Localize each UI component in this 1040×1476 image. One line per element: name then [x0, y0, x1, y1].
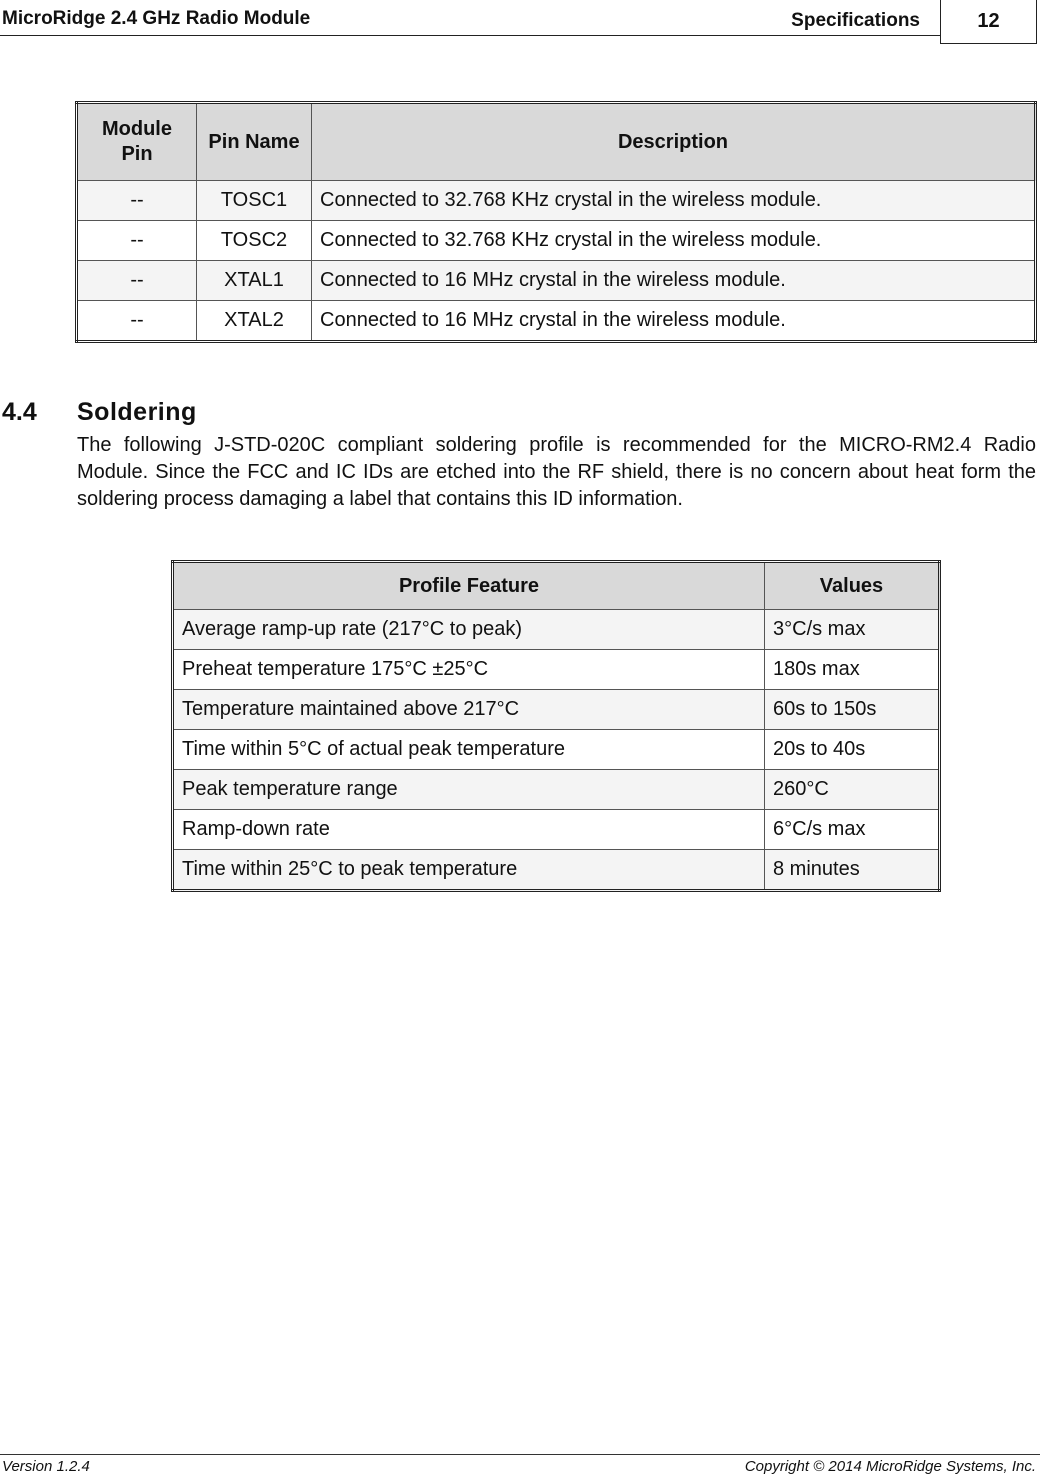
table-cell: Time within 25°C to peak temperature: [172, 849, 765, 891]
table-cell: --: [76, 220, 197, 261]
table-cell: 260°C: [764, 769, 940, 810]
table-row: Time within 5°C of actual peak temperatu…: [172, 729, 940, 770]
page-number: 12: [940, 0, 1037, 44]
column-header: Values: [764, 561, 940, 610]
table-cell: 20s to 40s: [764, 729, 940, 770]
table-cell: Peak temperature range: [172, 769, 765, 810]
table-row: Ramp-down rate 6°C/s max: [172, 809, 940, 850]
table-row: Preheat temperature 175°C ±25°C 180s max: [172, 649, 940, 690]
table-cell: TOSC2: [196, 220, 312, 261]
section-number: 4.4: [2, 398, 37, 426]
table-cell: Ramp-down rate: [172, 809, 765, 850]
table-cell: --: [76, 300, 197, 342]
table-cell: 60s to 150s: [764, 689, 940, 730]
table-cell: TOSC1: [196, 180, 312, 221]
table-row: -- XTAL1 Connected to 16 MHz crystal in th…: [76, 260, 1036, 301]
footer-divider: [0, 1454, 1040, 1455]
table-cell: Preheat temperature 175°C ±25°C: [172, 649, 765, 690]
table-header-row: Module Pin Pin Name Description: [76, 102, 1036, 181]
table-row: -- TOSC1 Connected to 32.768 KHz crystal i…: [76, 180, 1036, 221]
section-name: Specifications: [791, 10, 920, 31]
table-cell: 3°C/s max: [764, 609, 940, 650]
soldering-profile-table: Profile Feature Values Average ramp-up r…: [171, 560, 941, 892]
table-cell: Connected to 16 MHz crystal in the wirel…: [311, 260, 1036, 301]
table-cell: 6°C/s max: [764, 809, 940, 850]
section-paragraph: The following J-STD-020C compliant solde…: [77, 434, 1036, 510]
table-row: Time within 25°C to peak temperature 8 mi…: [172, 849, 940, 891]
table-row: Temperature maintained above 217°C 60s to…: [172, 689, 940, 730]
table-cell: Connected to 32.768 KHz crystal in the w…: [311, 180, 1036, 221]
table-row: Peak temperature range 260°C: [172, 769, 940, 810]
column-header: Pin Name: [196, 102, 312, 181]
column-header: Profile Feature: [172, 561, 765, 610]
table-cell: Time within 5°C of actual peak temperatu…: [172, 729, 765, 770]
version: Version 1.2.4: [2, 1458, 90, 1475]
table-cell: Connected to 16 MHz crystal in the wirel…: [311, 300, 1036, 342]
table-cell: Temperature maintained above 217°C: [172, 689, 765, 730]
table-row: -- TOSC2 Connected to 32.768 KHz crystal i…: [76, 220, 1036, 261]
table-cell: Connected to 32.768 KHz crystal in the w…: [311, 220, 1036, 261]
copyright: Copyright © 2014 MicroRidge Systems, Inc…: [744, 1458, 1036, 1475]
table-cell: Average ramp-up rate (217°C to peak): [172, 609, 765, 650]
table-row: -- XTAL2 Connected to 16 MHz crystal in th…: [76, 300, 1036, 342]
table-cell: 180s max: [764, 649, 940, 690]
column-header: Description: [311, 102, 1036, 181]
header-divider: [0, 35, 940, 36]
table-cell: XTAL2: [196, 300, 312, 342]
table-cell: 8 minutes: [764, 849, 940, 891]
pin-table: Module Pin Pin Name Description -- TOSC1 C…: [75, 101, 1037, 343]
table-cell: --: [76, 260, 197, 301]
table-row: Average ramp-up rate (217°C to peak) 3°C/…: [172, 609, 940, 650]
table-header-row: Profile Feature Values: [172, 561, 940, 610]
table-cell: XTAL1: [196, 260, 312, 301]
document-title: MicroRidge 2.4 GHz Radio Module: [2, 8, 311, 29]
section-heading: Soldering: [77, 398, 197, 426]
table-cell: --: [76, 180, 197, 221]
column-header: Module Pin: [76, 102, 197, 181]
